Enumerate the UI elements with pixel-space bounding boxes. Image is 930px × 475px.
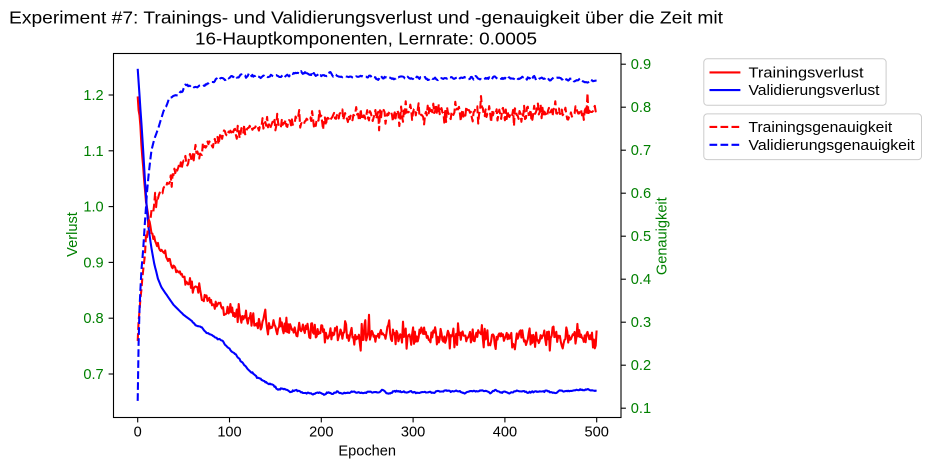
svg-text:200: 200 [309,425,333,441]
svg-text:0.8: 0.8 [631,100,651,116]
svg-text:0: 0 [134,425,142,441]
svg-text:1.1: 1.1 [83,144,103,160]
svg-text:0.2: 0.2 [631,358,651,374]
svg-text:0.4: 0.4 [631,272,651,288]
svg-text:Genauigkeit: Genauigkeit [655,197,671,275]
svg-text:0.5: 0.5 [631,229,651,245]
svg-text:16-Hauptkomponenten, Lernrate:: 16-Hauptkomponenten, Lernrate: 0.0005 [195,28,537,48]
svg-text:0.7: 0.7 [83,367,103,383]
svg-text:Trainingsverlust: Trainingsverlust [749,65,864,81]
svg-text:0.6: 0.6 [631,186,651,202]
svg-text:Trainingsgenauigkeit: Trainingsgenauigkeit [749,120,893,136]
svg-text:0.7: 0.7 [631,143,651,159]
svg-text:Validierungsgenauigkeit: Validierungsgenauigkeit [749,138,915,154]
svg-text:Epochen: Epochen [338,443,396,459]
svg-text:0.3: 0.3 [631,315,651,331]
svg-text:1.0: 1.0 [83,200,103,216]
svg-text:0.8: 0.8 [83,311,103,327]
svg-text:Verlust: Verlust [65,212,81,257]
svg-text:100: 100 [217,425,241,441]
svg-text:400: 400 [493,425,517,441]
svg-text:Experiment #7: Trainings- und: Experiment #7: Trainings- und Validierun… [9,8,723,28]
svg-text:1.2: 1.2 [83,88,103,104]
svg-text:0.9: 0.9 [83,255,103,271]
svg-text:300: 300 [401,425,425,441]
svg-text:500: 500 [585,425,609,441]
svg-text:Validierungsverlust: Validierungsverlust [749,83,880,99]
svg-text:0.1: 0.1 [631,401,651,417]
svg-text:0.9: 0.9 [631,57,651,73]
